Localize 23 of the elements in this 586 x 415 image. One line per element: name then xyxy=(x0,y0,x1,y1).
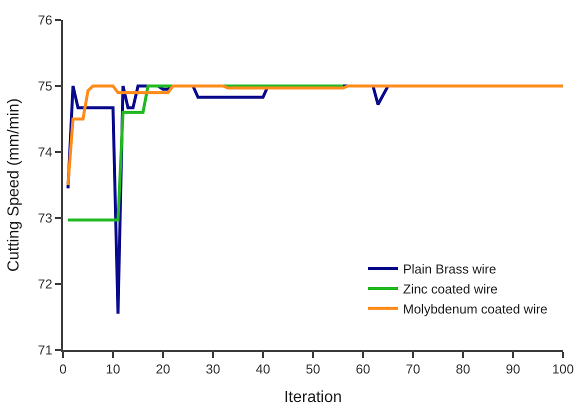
y-tick-label: 76 xyxy=(38,12,52,28)
x-tick-label: 0 xyxy=(59,362,67,377)
x-tick-label: 70 xyxy=(406,362,420,377)
y-axis-title: Cutting Speed (mm/min) xyxy=(5,98,22,272)
x-tick-label: 90 xyxy=(506,362,520,377)
y-tick-label: 72 xyxy=(38,276,52,292)
x-axis-title: Iteration xyxy=(284,388,342,406)
y-tick-label: 74 xyxy=(38,144,52,160)
legend-label: Plain Brass wire xyxy=(403,262,496,277)
line-series xyxy=(66,84,563,186)
legend-label: Zinc coated wire xyxy=(403,282,498,297)
x-tick-label: 10 xyxy=(106,362,120,377)
x-tick-label: 60 xyxy=(356,362,370,377)
x-tick-label: 40 xyxy=(256,362,270,377)
x-tick-label: 30 xyxy=(206,362,220,377)
x-tick-label: 80 xyxy=(456,362,470,377)
x-tick-label: 100 xyxy=(552,362,574,377)
x-tick-label: 50 xyxy=(306,362,320,377)
y-tick-label: 71 xyxy=(38,342,52,358)
x-tick-label: 20 xyxy=(156,362,170,377)
y-tick-label: 73 xyxy=(38,210,52,226)
legend-label: Molybdenum coated wire xyxy=(403,301,548,316)
y-tick-label: 75 xyxy=(38,78,52,94)
